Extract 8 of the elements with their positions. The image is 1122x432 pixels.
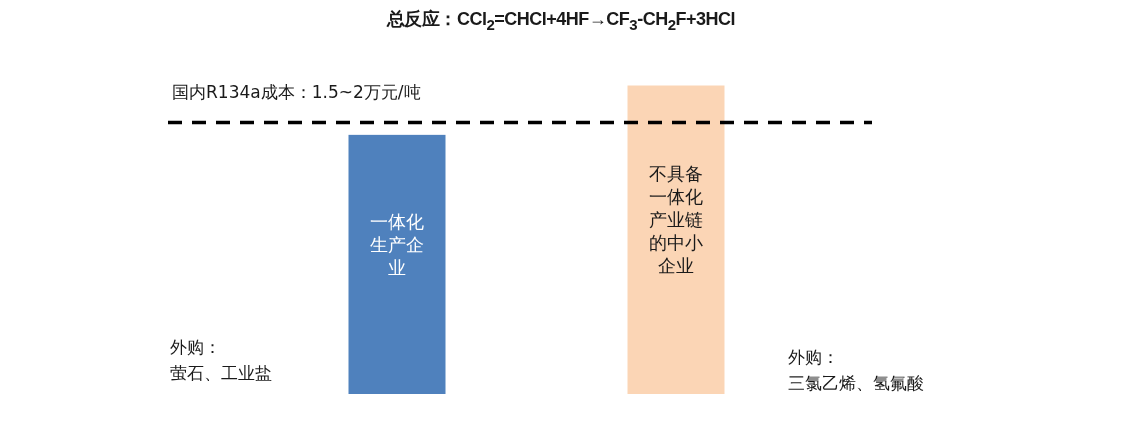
x-tick-label: 一体化生产企业	[369, 209, 425, 279]
annotation: 三氯乙烯、氢氟酸	[788, 372, 924, 394]
ref-line-label: 国内R134a成本：1.5~2万元/吨	[172, 80, 421, 103]
annotation: 外购：	[788, 346, 839, 368]
x-tick-label: 不具备一体化产业链的中小企业	[648, 162, 704, 278]
chart-title: 总反应：CCl$_{2}$=CHCl+4HF→CF$_{3}$-CH$_{2}$F+3HCl	[385, 8, 737, 35]
annotation: 萤石、工业盐	[170, 362, 272, 384]
annotation: 外购：	[170, 336, 221, 358]
